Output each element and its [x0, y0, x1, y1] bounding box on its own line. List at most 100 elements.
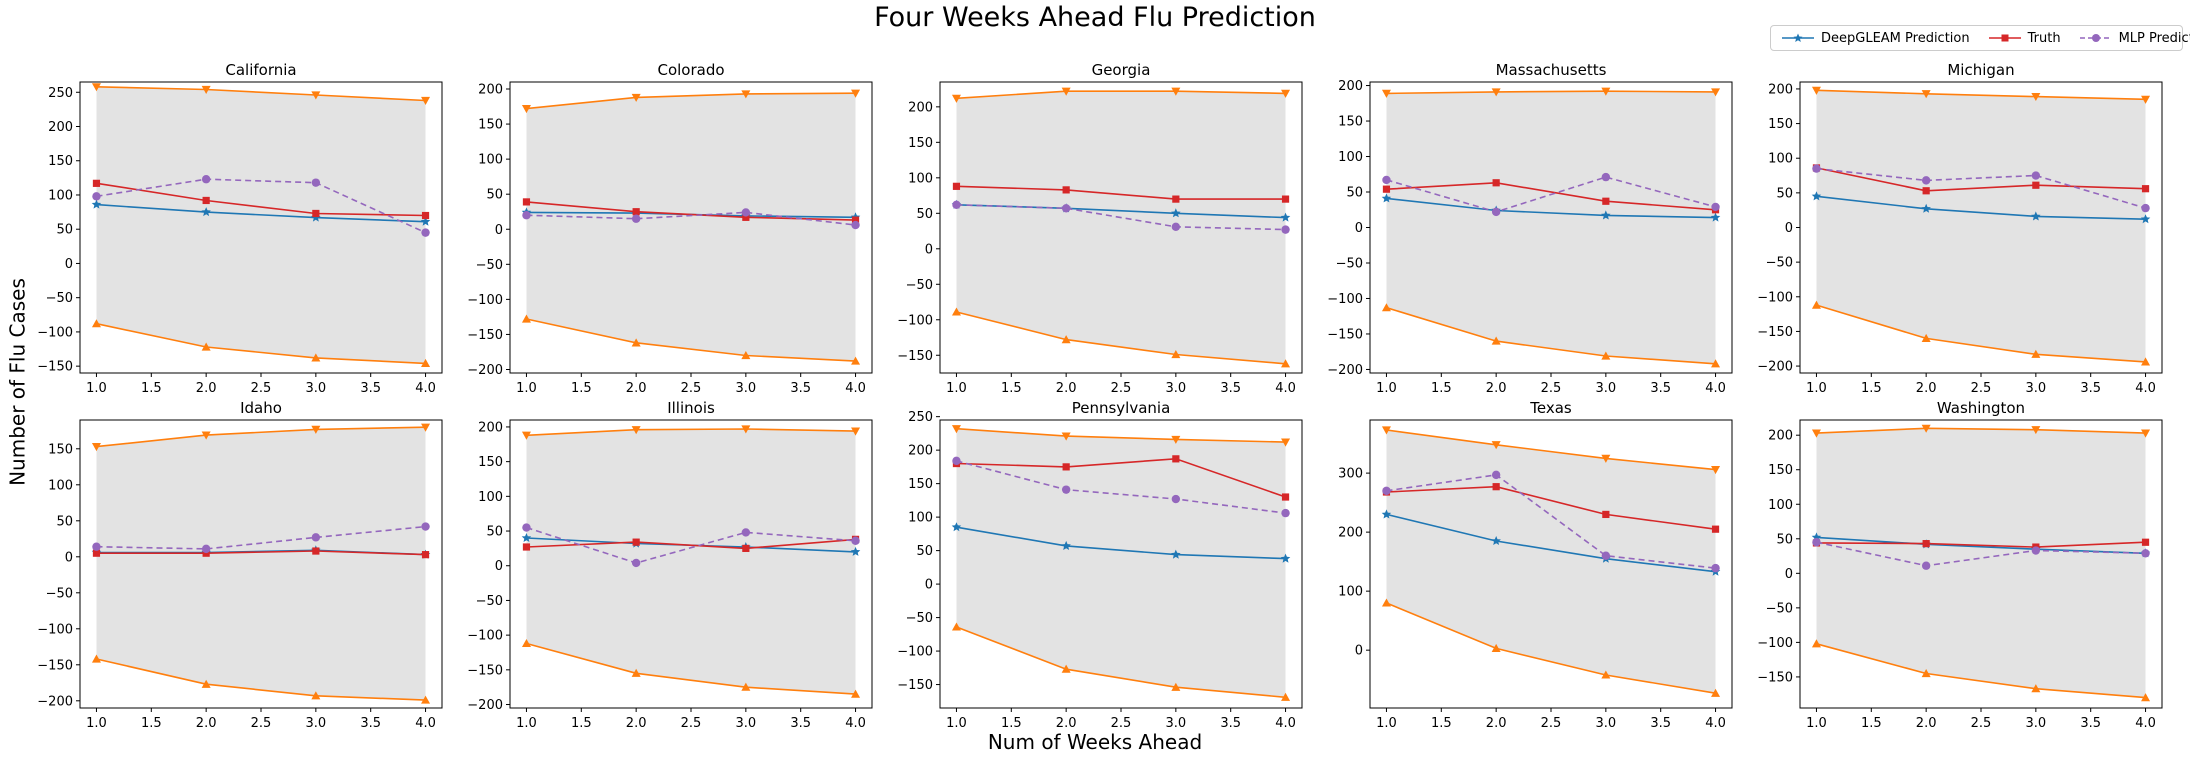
lower-bound-point [91, 319, 101, 328]
y-tick-label: −50 [1766, 601, 1793, 616]
truth-point [92, 549, 101, 557]
x-tick-label: 3.5 [360, 716, 381, 731]
y-tick-label: 200 [1768, 429, 1793, 444]
truth-line [96, 550, 426, 556]
x-tick-label: 1.0 [516, 381, 537, 396]
x-tick-label: 4.0 [2135, 716, 2156, 731]
y-tick-label: 0 [1785, 221, 1793, 236]
truth-point [421, 551, 430, 559]
confidence-band [526, 93, 856, 362]
mlp-prediction-point [1491, 470, 1501, 480]
x-tick-label: 2.5 [251, 716, 272, 731]
y-tick-label: 300 [1338, 467, 1363, 482]
mlp-prediction-point [2031, 546, 2041, 555]
subplot-title: Pennsylvania [1072, 399, 1171, 417]
y-tick-label: 100 [908, 511, 933, 526]
upper-bound-point [91, 83, 101, 92]
confidence-band [1386, 91, 1716, 364]
upper-bound-line [96, 86, 426, 102]
deepgleam-prediction-line [96, 203, 426, 223]
lower-bound-point [851, 356, 861, 365]
confidence-band [1816, 428, 2146, 698]
mlp-prediction-line [96, 525, 426, 550]
truth-point [1281, 195, 1290, 203]
truth-point [1172, 455, 1180, 463]
truth-line [1386, 181, 1716, 211]
truth-point [202, 549, 210, 557]
x-tick-label: 1.5 [1001, 716, 1022, 731]
upper-bound-point [1171, 435, 1181, 444]
truth-line [526, 538, 856, 550]
subplot-colorado: −200 −150 −100 −50 0 50 100 150 200 1.0 1.5 2.0 2.5 3… [467, 61, 873, 396]
x-tick-label: 2.0 [1916, 716, 1937, 731]
truth-point [952, 182, 961, 190]
truth-point [1602, 197, 1610, 205]
confidence-band [96, 86, 426, 364]
truth-point [312, 547, 320, 555]
legend-item-truth: Truth [1988, 31, 2061, 46]
lower-bound-point [521, 314, 531, 323]
x-tick-label: 3.0 [2026, 381, 2047, 396]
truth-line [956, 457, 1286, 498]
y-tick-label: −50 [906, 278, 933, 293]
x-tick-label: 2.0 [1056, 716, 1077, 731]
y-tick-label: −100 [897, 645, 933, 660]
lower-bound-point [2141, 693, 2151, 702]
y-tick-label: 50 [56, 223, 73, 238]
upper-bound-point [1061, 87, 1071, 96]
x-tick-label: 2.0 [196, 716, 217, 731]
y-tick-label: −100 [1757, 290, 1793, 305]
lower-bound-point [311, 691, 321, 700]
mlp-prediction-point [2031, 171, 2041, 180]
lower-bound-line [956, 626, 1286, 699]
x-tick-label: 1.0 [946, 716, 967, 731]
truth-point [202, 196, 210, 205]
deepgleam-prediction-point [1171, 208, 1181, 218]
y-tick-label: 200 [1338, 526, 1363, 541]
x-tick-label: 3.0 [1166, 381, 1187, 396]
x-tick-label: 2.0 [196, 381, 217, 396]
deepgleam-prediction-point [311, 212, 321, 222]
upper-bound-line [1386, 429, 1716, 471]
confidence-band [1816, 90, 2146, 362]
lower-bound-line [1386, 602, 1716, 694]
upper-bound-line [526, 428, 856, 437]
y-tick-label: 50 [916, 207, 933, 222]
x-tick-label: 3.0 [1596, 381, 1617, 396]
y-tick-label: −200 [467, 698, 503, 713]
lower-bound-point [1711, 688, 1721, 697]
truth-point [1172, 195, 1180, 203]
mlp-prediction-point [421, 522, 430, 531]
x-tick-label: 1.0 [86, 381, 107, 396]
truth-point [851, 216, 860, 224]
deepgleam-prediction-point [91, 199, 102, 209]
lower-bound-point [631, 338, 641, 347]
lower-bound-point [741, 350, 751, 360]
x-tick-label: 2.5 [1541, 716, 1562, 731]
y-tick-label: −150 [1327, 327, 1363, 342]
mlp-prediction-point [741, 528, 751, 537]
mlp-prediction-point [1171, 222, 1181, 231]
x-tick-label: 1.0 [946, 381, 967, 396]
y-tick-label: −150 [37, 360, 73, 375]
mlp-prediction-line [1386, 176, 1716, 213]
mlp-prediction-point [311, 533, 321, 542]
x-tick-label: 3.5 [1650, 716, 1671, 731]
y-tick-label: 200 [1768, 82, 1793, 97]
truth-point [522, 543, 531, 551]
subplot-title: Idaho [240, 399, 282, 417]
mlp-prediction-point [631, 558, 641, 568]
upper-bound-point [1921, 90, 1931, 99]
upper-bound-line [526, 92, 856, 110]
x-tick-label: 3.5 [1650, 381, 1671, 396]
y-tick-label: 50 [1346, 186, 1363, 201]
upper-bound-point [1491, 441, 1501, 450]
truth-point [1711, 525, 1720, 533]
lower-bound-line [956, 311, 1286, 365]
y-tick-label: −50 [46, 586, 73, 601]
lower-bound-point [741, 682, 751, 691]
y-tick-label: 0 [1355, 644, 1363, 659]
upper-bound-point [1711, 465, 1721, 475]
x-tick-label: 1.0 [1376, 716, 1397, 731]
lower-bound-point [1281, 692, 1291, 701]
